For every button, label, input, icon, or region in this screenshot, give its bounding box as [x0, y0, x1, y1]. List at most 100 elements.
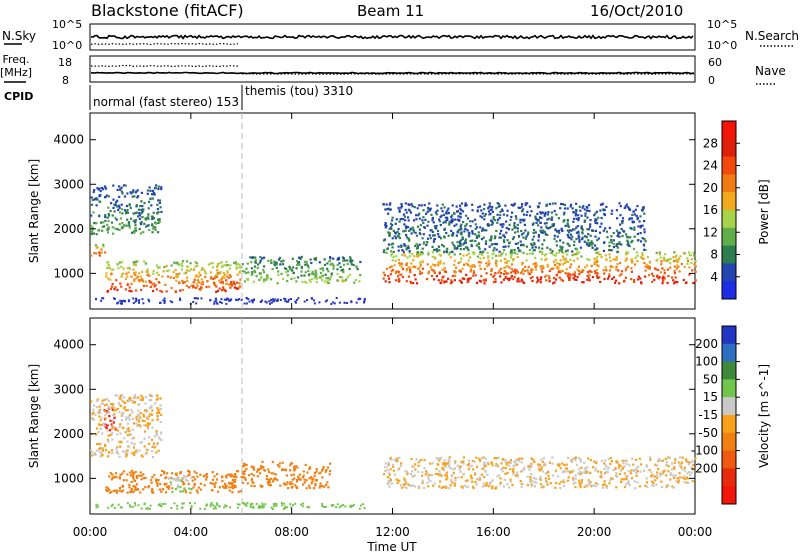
data-pixel: [490, 208, 493, 211]
data-pixel: [126, 399, 129, 402]
data-pixel: [520, 233, 524, 236]
data-pixel: [671, 276, 674, 279]
data-pixel: [311, 297, 314, 300]
data-pixel: [566, 249, 569, 252]
data-pixel: [416, 207, 419, 210]
data-pixel: [118, 411, 121, 414]
cpid-segment-2: themis (tou) 3310: [245, 84, 353, 98]
data-pixel: [442, 485, 445, 488]
colorbar-tick-label: 50: [703, 372, 718, 386]
data-pixel: [321, 485, 324, 488]
data-pixel: [182, 260, 185, 263]
data-pixel: [134, 289, 138, 292]
data-pixel: [410, 484, 413, 487]
data-pixel: [421, 267, 425, 270]
data-pixel: [576, 225, 579, 228]
data-pixel: [269, 302, 271, 305]
data-pixel: [691, 480, 694, 483]
data-pixel: [155, 288, 158, 291]
data-pixel: [418, 243, 421, 246]
data-pixel: [507, 245, 510, 248]
data-pixel: [319, 267, 322, 270]
data-pixel: [683, 477, 686, 481]
data-pixel: [597, 470, 600, 473]
data-pixel: [111, 214, 114, 217]
data-pixel: [97, 229, 100, 232]
data-pixel: [568, 236, 571, 239]
data-pixel: [625, 233, 628, 236]
data-pixel: [520, 270, 524, 273]
data-pixel: [326, 262, 329, 265]
data-pixel: [410, 281, 413, 284]
data-pixel: [240, 298, 243, 301]
data-pixel: [526, 202, 529, 205]
data-pixel: [600, 476, 603, 479]
data-pixel: [233, 283, 236, 286]
data-pixel: [584, 212, 587, 215]
data-pixel: [586, 466, 589, 469]
data-pixel: [405, 264, 408, 267]
data-pixel: [158, 503, 161, 506]
cpid-label: CPID: [4, 90, 33, 103]
data-pixel: [329, 256, 332, 259]
data-pixel: [452, 231, 455, 235]
data-pixel: [99, 427, 102, 430]
data-pixel: [241, 270, 244, 273]
colorbar-tick-label: -100: [691, 444, 718, 458]
data-pixel: [91, 417, 94, 420]
data-pixel: [653, 278, 656, 281]
data-pixel: [266, 481, 269, 484]
data-pixel: [126, 211, 129, 214]
data-pixel: [134, 470, 137, 474]
data-pixel: [169, 300, 172, 303]
data-pixel: [407, 219, 410, 222]
data-pixel: [541, 211, 544, 214]
data-pixel: [662, 471, 665, 474]
data-pixel: [148, 274, 151, 277]
data-pixel: [154, 228, 157, 232]
data-pixel: [457, 261, 460, 265]
data-pixel: [531, 252, 534, 255]
data-pixel: [570, 470, 573, 473]
data-pixel: [451, 204, 454, 207]
data-pixel: [211, 471, 214, 474]
data-pixel: [120, 261, 124, 264]
data-pixel: [635, 474, 638, 477]
data-pixel: [464, 227, 467, 230]
data-pixel: [483, 267, 486, 271]
data-pixel: [628, 208, 632, 211]
data-pixel: [129, 471, 132, 474]
data-pixel: [677, 481, 680, 484]
data-pixel: [262, 465, 265, 468]
data-pixel: [157, 221, 160, 224]
data-pixel: [455, 247, 458, 250]
data-pixel: [261, 504, 264, 507]
data-pixel: [274, 478, 277, 481]
data-pixel: [132, 212, 135, 215]
data-pixel: [642, 207, 645, 210]
data-pixel: [474, 239, 477, 243]
data-pixel: [590, 244, 593, 247]
data-pixel: [478, 264, 481, 267]
data-pixel: [142, 477, 146, 480]
data-pixel: [181, 490, 184, 493]
data-pixel: [692, 467, 695, 471]
data-pixel: [134, 300, 137, 303]
data-pixel: [455, 234, 458, 237]
data-pixel: [461, 236, 464, 239]
colorbar-swatch: [722, 192, 736, 211]
data-pixel: [194, 265, 197, 268]
data-pixel: [459, 212, 462, 215]
data-pixel: [491, 222, 494, 225]
data-pixel: [504, 458, 507, 462]
data-pixel: [589, 270, 592, 273]
data-pixel: [120, 302, 123, 304]
data-pixel: [128, 414, 131, 418]
data-pixel: [401, 249, 404, 252]
data-pixel: [539, 278, 542, 281]
data-pixel: [136, 425, 139, 428]
data-pixel: [468, 264, 471, 268]
data-pixel: [122, 400, 125, 403]
data-pixel: [104, 443, 107, 446]
data-pixel: [397, 270, 400, 273]
